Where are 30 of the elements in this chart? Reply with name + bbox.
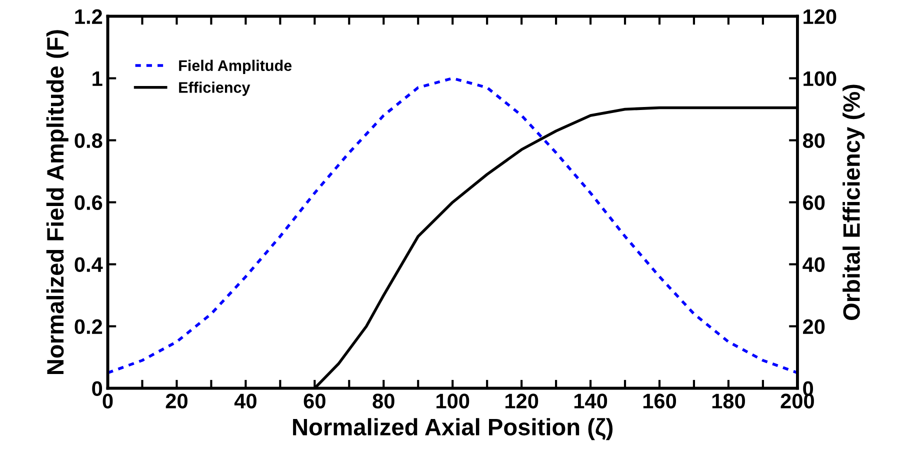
x-tick-label: 100 bbox=[436, 394, 470, 408]
x-tick-label: 140 bbox=[574, 394, 608, 408]
y2-tick-label: 80 bbox=[802, 133, 825, 148]
y2-tick-label: 20 bbox=[803, 319, 825, 334]
y2-tick-label: 60 bbox=[803, 195, 825, 210]
x-tick-label: 180 bbox=[712, 394, 745, 408]
y-axis-title: Normalized Field Amplitude (F) bbox=[46, 30, 68, 374]
y-tick-label: 1.2 bbox=[75, 9, 102, 24]
y-tick-label: 0.4 bbox=[74, 257, 103, 272]
y2-tick-label: 120 bbox=[804, 9, 836, 24]
y2-tick-label: 40 bbox=[802, 257, 825, 272]
x-tick-label: 80 bbox=[372, 394, 394, 408]
y2-tick-label: 100 bbox=[804, 71, 836, 86]
y-tick-label: 1 bbox=[92, 71, 102, 86]
x-axis-title: Normalized Axial Position (ζ) bbox=[293, 418, 613, 440]
x-tick-label: 40 bbox=[234, 394, 256, 408]
y-tick-label: 0.8 bbox=[74, 133, 102, 148]
x-tick-label: 60 bbox=[304, 394, 326, 408]
line-series bbox=[108, 76, 798, 374]
x-tick-label: 120 bbox=[505, 394, 538, 408]
x-tick-label: 0 bbox=[102, 394, 113, 408]
y-tick-label: 0 bbox=[92, 381, 102, 396]
y-tick-label: 0.2 bbox=[74, 319, 102, 334]
x-tick-label: 20 bbox=[166, 394, 188, 408]
legend-label: Field Amplitude bbox=[179, 60, 292, 74]
y-tick-label: 0.6 bbox=[74, 195, 102, 210]
x-tick-label: 160 bbox=[643, 394, 676, 408]
x-tick-label: 200 bbox=[780, 394, 814, 408]
y2-axis-title: Orbital Efficiency (%) bbox=[842, 84, 865, 320]
legend-label: Efficiency bbox=[179, 82, 250, 96]
